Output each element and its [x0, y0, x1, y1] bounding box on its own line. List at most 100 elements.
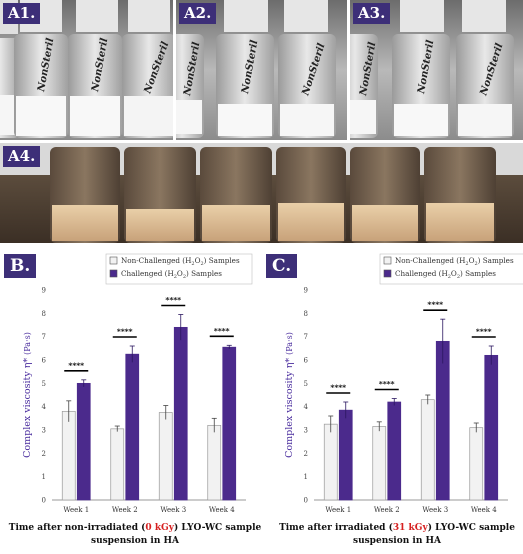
error-bar	[391, 398, 397, 406]
bar-challenged-2	[125, 353, 140, 501]
legend: Non-Challenged (H2O2) Samples Challenged …	[105, 253, 253, 285]
y-tick-label: 2	[304, 450, 308, 458]
y-tick-label: 3	[304, 427, 308, 435]
significance-label: ****	[68, 361, 84, 370]
x-tick-label: Week 2	[374, 506, 400, 514]
y-tick-label: 2	[42, 450, 46, 458]
significance-label: ****	[379, 380, 395, 389]
x-axis-label: Time after irradiated (31 kGy) LYO-WC sa…	[279, 522, 515, 533]
y-tick-label: 5	[304, 380, 308, 388]
significance-label: ****	[427, 300, 443, 309]
y-tick-label: 9	[304, 287, 308, 295]
y-tick-label: 0	[42, 497, 46, 505]
y-tick-label: 1	[304, 473, 308, 481]
error-bar	[425, 394, 431, 405]
bar-non-challenged-1	[323, 423, 338, 501]
vials-photo-a3: NonSteril NonSteril NonSteril	[350, 0, 523, 140]
vial	[350, 147, 420, 243]
panel-label-a1: A1.	[3, 3, 41, 24]
y-tick-label: 1	[42, 473, 46, 481]
legend-swatch-0	[109, 256, 118, 265]
bar-challenged-2	[387, 401, 402, 501]
vial	[216, 0, 274, 138]
vial	[50, 147, 120, 243]
bar-challenged-4	[222, 346, 237, 501]
significance-label: ****	[330, 383, 346, 392]
vials-photo-a4	[0, 143, 523, 243]
bar-chart-c: Non-Challenged (H2O2) Samples Challenged …	[279, 253, 523, 546]
y-tick-label: 8	[42, 310, 46, 318]
y-tick-label: 8	[304, 310, 308, 318]
legend-label-1: Challenged (H2O2) Samples	[395, 269, 496, 280]
bar-non-challenged-4	[207, 424, 222, 501]
error-bar	[129, 345, 135, 363]
significance-label: ****	[165, 296, 181, 305]
bar-non-challenged-3	[158, 412, 173, 501]
vial	[276, 147, 346, 243]
x-axis-label-line2: suspension in HA	[91, 536, 180, 546]
bar-chart-b: Non-Challenged (H2O2) Samples Challenged …	[9, 253, 261, 546]
x-tick-label: Week 1	[325, 506, 351, 514]
bar-non-challenged-2	[110, 428, 125, 501]
vial	[176, 34, 204, 138]
x-tick-label: Week 1	[63, 506, 89, 514]
bar-challenged-4	[484, 354, 499, 501]
error-bar	[226, 344, 232, 350]
significance-label: ****	[117, 327, 133, 336]
vials-photo-a1: NonSteril NonSteril NonSteril	[0, 0, 173, 140]
bar-non-challenged-1	[61, 410, 76, 501]
legend-swatch-1	[383, 269, 392, 278]
x-axis-label: Time after non-irradiated (0 kGy) LYO-WC…	[9, 522, 261, 533]
panel-label-b: B.	[4, 254, 37, 278]
vial	[68, 0, 122, 138]
vial	[122, 0, 173, 138]
vial	[14, 0, 68, 138]
panel-label-a4: A4.	[3, 146, 41, 167]
photo-panel-a2: NonSteril NonSteril NonSteril A2.	[176, 0, 347, 140]
y-tick-label: 5	[42, 380, 46, 388]
panel-label-a3: A3.	[353, 3, 391, 24]
y-tick-label: 4	[42, 403, 47, 411]
x-axis-label-line2: suspension in HA	[353, 536, 442, 546]
bar-non-challenged-2	[372, 426, 387, 501]
y-tick-label: 0	[304, 497, 308, 505]
error-bar	[473, 422, 479, 433]
error-bar	[211, 417, 217, 433]
y-tick-label: 6	[42, 357, 47, 365]
panel-label-c: C.	[266, 254, 298, 278]
error-bar	[66, 400, 72, 422]
legend-swatch-0	[383, 256, 392, 265]
x-tick-label: Week 4	[209, 506, 235, 514]
y-tick-label: 4	[304, 403, 309, 411]
bar-challenged-3	[435, 340, 450, 501]
significance-label: ****	[214, 326, 230, 335]
chart-panel-c: Non-Challenged (H2O2) Samples Challenged …	[262, 248, 523, 550]
error-bar	[163, 405, 169, 420]
vial	[392, 0, 450, 138]
chart-panel-b: Non-Challenged (H2O2) Samples Challenged …	[0, 248, 261, 550]
bar-challenged-1	[338, 409, 353, 501]
photo-panel-a1: NonSteril NonSteril NonSteril A1.	[0, 0, 173, 140]
vial	[278, 0, 336, 138]
vial	[200, 147, 272, 243]
y-tick-label: 7	[304, 333, 308, 341]
error-bar	[81, 379, 87, 387]
legend-label-1: Challenged (H2O2) Samples	[121, 269, 222, 280]
bar-challenged-1	[76, 382, 91, 501]
bar-non-challenged-3	[420, 399, 435, 501]
x-tick-label: Week 3	[160, 506, 186, 514]
error-bar	[343, 401, 349, 419]
vial	[424, 147, 496, 243]
photo-panel-a3: NonSteril NonSteril NonSteril A3.	[350, 0, 523, 140]
photo-panel-a4: A4.	[0, 143, 523, 243]
legend-label-0: Non-Challenged (H2O2) Samples	[121, 256, 240, 267]
error-bar	[328, 415, 334, 433]
bar-challenged-3	[173, 326, 188, 501]
vial	[456, 0, 514, 138]
x-tick-label: Week 4	[471, 506, 497, 514]
error-bar	[376, 421, 382, 432]
y-tick-label: 9	[42, 287, 46, 295]
x-tick-label: Week 3	[422, 506, 448, 514]
y-tick-label: 7	[42, 333, 46, 341]
legend: Non-Challenged (H2O2) Samples Challenged …	[379, 253, 523, 285]
